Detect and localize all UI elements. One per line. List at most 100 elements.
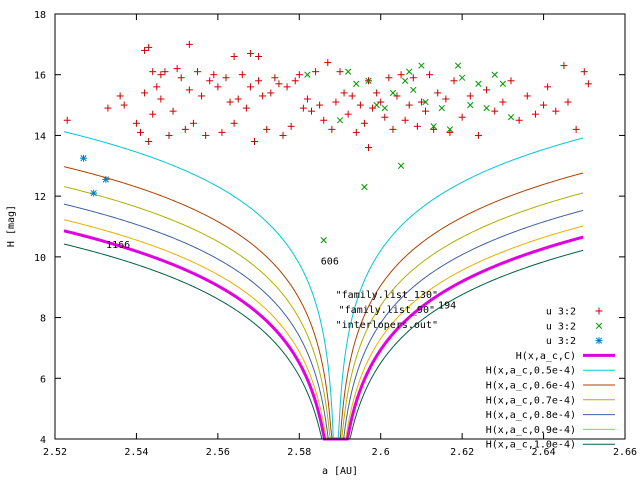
legend-label: u 3:2 <box>546 307 576 318</box>
data-point <box>255 53 263 60</box>
data-point <box>132 119 140 127</box>
data-point <box>389 89 397 97</box>
data-point <box>442 95 450 103</box>
data-point <box>352 128 360 136</box>
data-point <box>369 104 377 112</box>
data-point <box>552 107 560 115</box>
data-point <box>361 183 368 191</box>
data-point <box>157 95 165 103</box>
y-tick-label: 18 <box>34 10 46 21</box>
curve-6-r <box>335 192 584 440</box>
y-axis: 4 6 8 10 12 14 16 18 <box>34 10 625 446</box>
data-point <box>422 98 429 106</box>
marker-stroke <box>418 62 425 69</box>
x-tick-label: 2.6 <box>372 447 390 458</box>
data-point <box>430 123 437 130</box>
data-point <box>584 80 592 88</box>
data-point <box>365 144 372 152</box>
data-point <box>177 74 185 82</box>
data-point <box>90 189 98 197</box>
data-point <box>426 71 434 79</box>
data-point <box>63 116 71 124</box>
data-point <box>365 77 372 84</box>
data-point <box>580 68 588 76</box>
data-point <box>165 131 173 139</box>
point-annotation: 606 <box>321 256 339 267</box>
data-point <box>373 89 381 97</box>
data-point <box>540 101 548 109</box>
legend-label: H(x,a_c,C) <box>516 351 576 362</box>
overlay-label: "family.list_130" <box>336 290 438 301</box>
marker-stroke <box>373 101 380 109</box>
marker-stroke <box>595 337 603 344</box>
data-point <box>102 175 110 183</box>
data-point <box>145 138 153 145</box>
data-point <box>450 77 458 85</box>
data-point <box>242 104 250 112</box>
data-point <box>238 71 246 79</box>
data-point <box>332 98 340 106</box>
marker-stroke <box>595 322 603 329</box>
data-point <box>246 83 254 91</box>
y-tick-label: 8 <box>40 314 46 325</box>
data-point <box>491 107 499 115</box>
data-point <box>397 162 405 169</box>
data-point <box>356 101 364 109</box>
data-point <box>267 89 275 97</box>
data-point <box>308 107 315 115</box>
marker-stroke <box>344 68 352 75</box>
data-point <box>467 101 474 109</box>
data-point <box>572 125 580 133</box>
marker-stroke <box>353 80 360 87</box>
data-point <box>353 80 360 87</box>
curve-3-r <box>335 235 584 441</box>
data-point <box>251 138 258 145</box>
data-point <box>515 116 523 124</box>
legend-marker <box>595 322 603 329</box>
data-point <box>454 62 462 69</box>
data-point <box>279 131 287 139</box>
marker-stroke <box>446 126 454 133</box>
y-tick-label: 16 <box>34 71 46 82</box>
data-point <box>246 49 254 57</box>
data-point <box>299 104 307 112</box>
data-point <box>169 107 177 115</box>
legend-label: H(x,a_c,0.7e-4) <box>486 395 576 406</box>
data-point <box>523 92 531 100</box>
marker-stroke <box>410 86 417 94</box>
data-point <box>397 71 405 79</box>
data-point <box>406 68 413 75</box>
marker-stroke <box>90 189 97 197</box>
curve-8-r <box>335 225 584 440</box>
x-tick-label: 2.64 <box>532 447 556 458</box>
data-point <box>137 128 144 136</box>
data-point <box>507 114 515 121</box>
data-point <box>287 122 295 130</box>
data-point <box>189 119 197 127</box>
x-axis-label: a [AU] <box>322 466 358 477</box>
y-tick-label: 6 <box>40 374 46 385</box>
data-point <box>324 59 332 67</box>
marker-stroke <box>507 114 515 121</box>
data-point <box>80 154 87 162</box>
data-point <box>271 74 279 82</box>
data-point <box>458 113 466 121</box>
data-point <box>116 92 124 100</box>
curve-9-l <box>63 243 336 440</box>
data-point <box>336 117 344 124</box>
data-point <box>466 92 474 100</box>
data-point <box>320 237 327 244</box>
legend-label: H(x,a_c,1.0e-4) <box>486 440 576 451</box>
data-point <box>336 68 344 76</box>
marker-stroke <box>102 176 110 183</box>
marker-stroke <box>454 62 462 69</box>
curve-3-l <box>63 229 336 441</box>
data-point <box>422 107 429 115</box>
data-point <box>531 110 539 118</box>
data-point <box>230 53 238 60</box>
data-point <box>474 131 482 139</box>
marker-stroke <box>499 80 507 87</box>
marker-stroke <box>458 74 466 81</box>
marker-stroke <box>304 71 311 78</box>
